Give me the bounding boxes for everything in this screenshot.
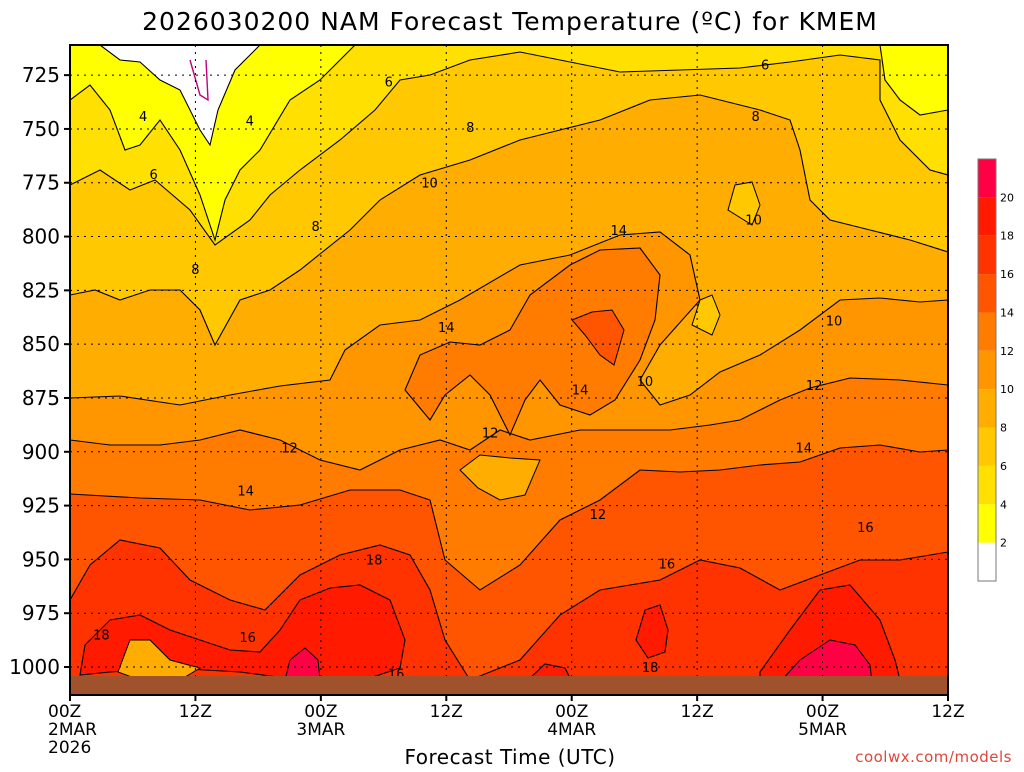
cool-pocket-b <box>691 294 721 336</box>
y-tick-label: 950 <box>22 547 60 571</box>
y-tick-label: 875 <box>22 386 60 410</box>
legend-label: 14 <box>1000 306 1014 319</box>
x-tick-label: 3MAR <box>296 720 345 740</box>
temperature-field <box>70 45 948 695</box>
ground-band <box>70 676 948 695</box>
contour-label: 18 <box>93 629 110 644</box>
legend-frame <box>977 158 997 582</box>
legend-label: 12 <box>1000 345 1014 358</box>
contour-label: 16 <box>659 558 676 573</box>
legend-swatch <box>978 350 996 390</box>
contour-label: 14 <box>572 383 589 398</box>
contour-label: 8 <box>191 263 199 278</box>
legend-label: 20 <box>1000 191 1014 204</box>
band-4-6-b <box>879 45 948 116</box>
legend-swatch <box>978 312 996 351</box>
chart-title: 2026030200 NAM Forecast Temperature (ºC)… <box>142 7 878 36</box>
legend-swatch <box>978 504 996 543</box>
legend-swatch <box>978 235 996 275</box>
band-below-4 <box>99 45 261 147</box>
contour-label: 18 <box>642 661 659 676</box>
contour-label: 12 <box>281 441 298 456</box>
contour-label: 10 <box>745 213 762 228</box>
x-tick-label: 12Z <box>430 702 463 722</box>
y-axis: 725 750 775 800 825 850 875 900 925 950 975 1000 <box>9 63 70 679</box>
contour-label: 6 <box>149 168 157 183</box>
contour-label: 14 <box>438 321 455 336</box>
x-tick-label: 2026 <box>48 738 91 758</box>
legend-label: 18 <box>1000 230 1014 243</box>
x-tick-label: 12Z <box>931 702 964 722</box>
legend-swatch <box>978 427 996 466</box>
color-legend: 2 4 6 8 10 12 14 16 18 20 <box>977 158 1014 582</box>
contour-label: 4 <box>246 114 254 129</box>
y-tick-label: 775 <box>22 171 60 195</box>
contour-label: 14 <box>610 224 627 239</box>
y-tick-label: 1000 <box>9 655 60 679</box>
y-tick-label: 725 <box>22 63 60 87</box>
warm-dip <box>459 454 541 501</box>
contour-label: 12 <box>806 379 823 394</box>
legend-swatch <box>978 465 996 505</box>
legend-swatch <box>978 274 996 313</box>
legend-swatch <box>978 389 996 428</box>
band-14-core <box>404 247 661 437</box>
cool-pocket-a <box>727 181 761 226</box>
x-tick-label: 12Z <box>179 702 212 722</box>
contour-label: 14 <box>237 485 254 500</box>
contour-label: 12 <box>590 508 607 523</box>
band-20-22-c <box>635 604 669 659</box>
y-tick-label: 800 <box>22 225 60 249</box>
y-tick-label: 825 <box>22 278 60 302</box>
contour-label: 10 <box>637 375 654 390</box>
x-axis-label: Forecast Time (UTC) <box>404 745 615 768</box>
contour-label: 16 <box>239 631 256 646</box>
contour-labels: 6 6 4 4 8 8 6 10 10 8 14 8 14 10 14 10 12 12 12 14 14 12 16 18 1… <box>93 58 874 682</box>
x-tick-label: 00Z <box>555 702 588 722</box>
x-tick-label: 5MAR <box>798 720 847 740</box>
y-tick-label: 850 <box>22 332 60 356</box>
x-tick-label: 00Z <box>304 702 337 722</box>
contour-label: 18 <box>366 553 383 568</box>
legend-label: 6 <box>1000 460 1007 473</box>
plot-frame <box>69 44 949 696</box>
contour-label: 8 <box>311 220 319 235</box>
contour-label: 8 <box>752 110 760 125</box>
contour-label: 12 <box>482 426 499 441</box>
legend-label: 2 <box>1000 537 1007 550</box>
band-16-core <box>571 309 625 366</box>
contour-label: 10 <box>826 314 843 329</box>
band-4-6 <box>70 45 356 242</box>
legend-swatch <box>978 542 996 581</box>
x-tick-label: 00Z <box>48 702 81 722</box>
legend-label: 16 <box>1000 268 1014 281</box>
x-tick-label: 00Z <box>806 702 839 722</box>
contour-label: 4 <box>139 110 147 125</box>
legend-swatch <box>978 197 996 236</box>
legend-label: 8 <box>1000 422 1007 435</box>
contour-label: 10 <box>421 177 438 192</box>
band-below-2 <box>189 59 209 102</box>
y-tick-label: 975 <box>22 601 60 625</box>
contour-label: 8 <box>466 121 474 136</box>
x-tick-label: 2MAR <box>48 720 97 740</box>
y-tick-label: 750 <box>22 117 60 141</box>
y-tick-label: 900 <box>22 440 60 464</box>
legend-swatch <box>978 159 996 198</box>
contour-label: 6 <box>761 58 769 73</box>
x-tick-label: 12Z <box>681 702 714 722</box>
y-tick-label: 925 <box>22 494 60 518</box>
contour-label: 6 <box>385 76 393 91</box>
legend-label: 10 <box>1000 383 1014 396</box>
contour-label: 14 <box>795 441 812 456</box>
credit-text: coolwx.com/models <box>855 748 1012 766</box>
legend-label: 4 <box>1000 498 1007 511</box>
contour-label: 16 <box>857 521 874 536</box>
x-tick-label: 4MAR <box>547 720 596 740</box>
